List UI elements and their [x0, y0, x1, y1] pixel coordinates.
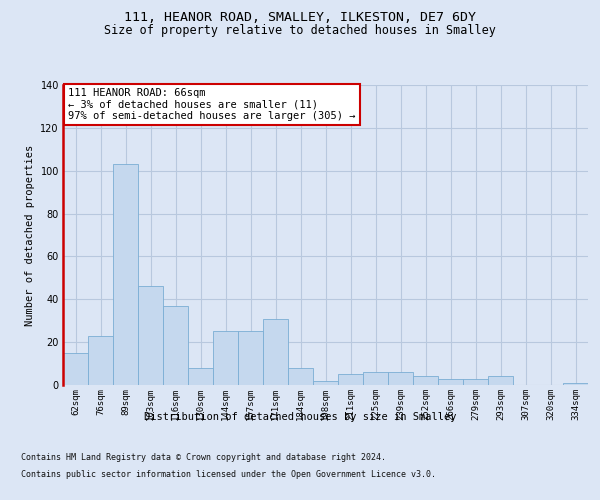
Bar [363, 372, 388, 385]
Text: Contains public sector information licensed under the Open Government Licence v3: Contains public sector information licen… [21, 470, 436, 479]
Bar [288, 368, 313, 385]
Bar [563, 383, 588, 385]
Text: Contains HM Land Registry data © Crown copyright and database right 2024.: Contains HM Land Registry data © Crown c… [21, 452, 386, 462]
Y-axis label: Number of detached properties: Number of detached properties [25, 144, 35, 326]
Bar [213, 332, 238, 385]
Bar [313, 380, 338, 385]
Bar [88, 336, 113, 385]
Bar [488, 376, 513, 385]
Bar [113, 164, 138, 385]
Text: Size of property relative to detached houses in Smalley: Size of property relative to detached ho… [104, 24, 496, 37]
Bar [438, 378, 463, 385]
Bar [463, 378, 488, 385]
Bar [138, 286, 163, 385]
Bar [238, 332, 263, 385]
Bar [413, 376, 438, 385]
Bar [263, 318, 288, 385]
Text: Distribution of detached houses by size in Smalley: Distribution of detached houses by size … [144, 412, 456, 422]
Bar [63, 353, 88, 385]
Bar [338, 374, 363, 385]
Text: 111 HEANOR ROAD: 66sqm
← 3% of detached houses are smaller (11)
97% of semi-deta: 111 HEANOR ROAD: 66sqm ← 3% of detached … [68, 88, 356, 121]
Bar [163, 306, 188, 385]
Text: 111, HEANOR ROAD, SMALLEY, ILKESTON, DE7 6DY: 111, HEANOR ROAD, SMALLEY, ILKESTON, DE7… [124, 11, 476, 24]
Bar [188, 368, 213, 385]
Bar [388, 372, 413, 385]
